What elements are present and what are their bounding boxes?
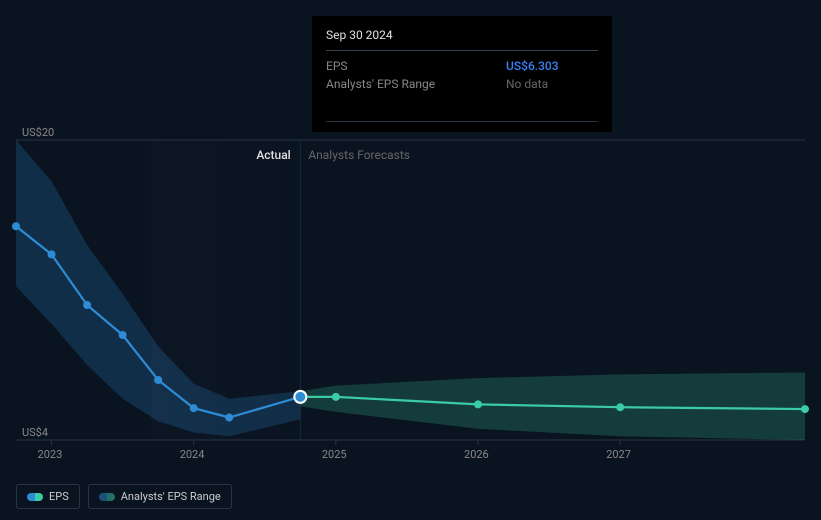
legend-item[interactable]: EPS xyxy=(16,484,80,509)
eps-point[interactable] xyxy=(48,250,56,258)
eps-point[interactable] xyxy=(83,301,91,309)
tooltip-value: US$6.303 xyxy=(506,57,559,75)
legend-label: EPS xyxy=(49,490,69,503)
eps-point[interactable] xyxy=(119,331,127,339)
region-label-forecast: Analysts Forecasts xyxy=(308,148,410,162)
eps-point[interactable] xyxy=(154,376,162,384)
eps-point[interactable] xyxy=(474,400,482,408)
y-axis-label: US$20 xyxy=(22,126,54,139)
tooltip-bottom-rule xyxy=(326,121,598,122)
chart-tooltip: Sep 30 2024 EPSUS$6.303Analysts' EPS Ran… xyxy=(312,16,612,132)
x-axis-label: 2024 xyxy=(180,448,205,461)
eps-forecast-chart: Sep 30 2024 EPSUS$6.303Analysts' EPS Ran… xyxy=(0,0,821,520)
tooltip-label: Analysts' EPS Range xyxy=(326,75,456,93)
legend-item[interactable]: Analysts' EPS Range xyxy=(88,484,232,509)
eps-point[interactable] xyxy=(190,404,198,412)
eps-point[interactable] xyxy=(12,222,20,230)
tooltip-value: No data xyxy=(506,75,548,93)
eps-point[interactable] xyxy=(332,393,340,401)
eps-point[interactable] xyxy=(225,414,233,422)
tooltip-row: Analysts' EPS Range No data xyxy=(326,75,598,93)
eps-point[interactable] xyxy=(616,403,624,411)
tooltip-sep xyxy=(326,50,598,51)
eps-point[interactable] xyxy=(801,405,809,413)
tooltip-label: EPS xyxy=(326,57,456,75)
x-axis-label: 2023 xyxy=(38,448,63,461)
x-axis-label: 2026 xyxy=(464,448,489,461)
legend-swatch xyxy=(99,493,115,501)
region-label-actual: Actual xyxy=(256,148,290,162)
y-axis-label: US$4 xyxy=(22,426,48,439)
x-axis-label: 2025 xyxy=(322,448,347,461)
tooltip-date: Sep 30 2024 xyxy=(326,26,598,44)
chart-legend: EPS Analysts' EPS Range xyxy=(16,484,232,509)
eps-point-highlight[interactable] xyxy=(294,391,306,403)
tooltip-row: EPS US$6.303 xyxy=(326,57,598,75)
legend-label: Analysts' EPS Range xyxy=(121,490,221,503)
legend-swatch xyxy=(27,493,43,501)
x-axis-label: 2027 xyxy=(606,448,631,461)
